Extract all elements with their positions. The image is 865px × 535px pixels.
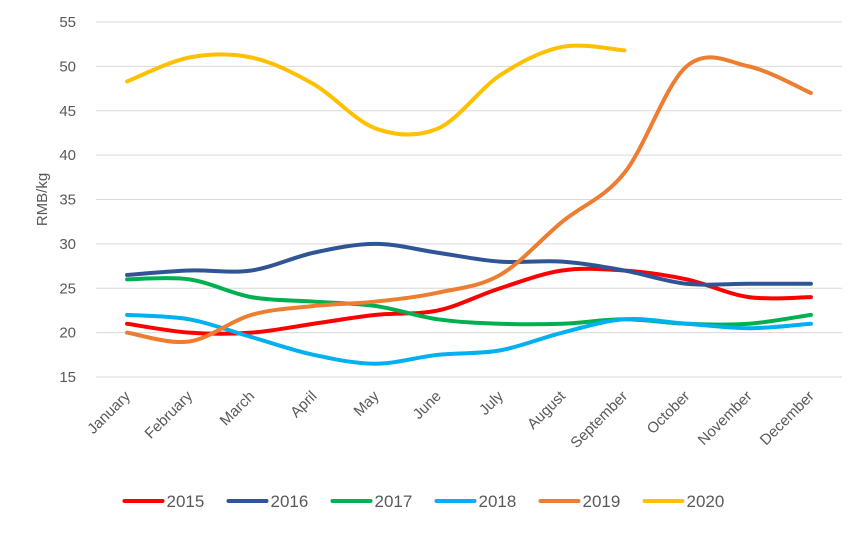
- y-tick-label: 20: [59, 325, 76, 342]
- x-tick-label: April: [287, 388, 320, 421]
- legend-label-2019: 2019: [583, 492, 621, 511]
- y-tick-label: 15: [59, 369, 76, 386]
- x-tick-label: July: [476, 387, 507, 418]
- y-axis: 15 20 25 30 35 40 45 50 55: [59, 14, 76, 386]
- legend: 2015 2016 2017 2018 2019 2020: [122, 492, 725, 511]
- x-axis: January February March April May June July Augu…: [84, 387, 818, 451]
- series-layer: [125, 43, 813, 366]
- legend-label-2017: 2017: [375, 492, 413, 511]
- series-line-2015: [125, 266, 813, 336]
- x-tick-label: June: [410, 388, 445, 423]
- x-tick-label: November: [695, 388, 756, 449]
- y-axis-title: RMB/kg: [34, 173, 51, 226]
- x-tick-label: January: [84, 387, 134, 437]
- y-tick-label: 50: [59, 58, 76, 75]
- legend-label-2018: 2018: [479, 492, 517, 511]
- series-line-2019: [125, 55, 813, 345]
- x-tick-label: May: [351, 387, 383, 419]
- y-tick-label: 55: [59, 14, 76, 31]
- legend-label-2015: 2015: [167, 492, 205, 511]
- legend-label-2016: 2016: [271, 492, 309, 511]
- y-tick-label: 40: [59, 147, 76, 164]
- series-line-2020: [125, 43, 627, 137]
- series-line-2016: [125, 241, 813, 287]
- y-tick-label: 35: [59, 192, 76, 209]
- x-tick-label: September: [567, 388, 631, 452]
- x-tick-label: December: [757, 388, 818, 449]
- y-tick-label: 30: [59, 236, 76, 253]
- legend-label-2020: 2020: [687, 492, 725, 511]
- y-tick-label: 25: [59, 280, 76, 297]
- y-tick-label: 45: [59, 103, 76, 120]
- x-tick-label: February: [142, 387, 197, 442]
- x-tick-label: August: [524, 387, 570, 433]
- series-line-2018: [125, 312, 813, 366]
- x-tick-label: March: [217, 388, 258, 429]
- x-tick-label: October: [644, 388, 694, 438]
